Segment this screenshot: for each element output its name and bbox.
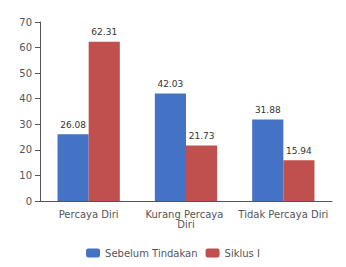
svg-text:10: 10 xyxy=(19,170,32,181)
svg-text:0: 0 xyxy=(26,196,32,207)
svg-text:70: 70 xyxy=(19,17,32,28)
svg-text:21.73: 21.73 xyxy=(189,131,215,141)
svg-text:50: 50 xyxy=(19,68,32,79)
svg-text:60: 60 xyxy=(19,42,32,53)
svg-text:20: 20 xyxy=(19,144,32,155)
svg-text:31.88: 31.88 xyxy=(255,105,281,115)
svg-text:42.03: 42.03 xyxy=(158,79,184,89)
svg-text:40: 40 xyxy=(19,93,32,104)
svg-text:Diri: Diri xyxy=(177,219,194,230)
svg-text:Percaya Diri: Percaya Diri xyxy=(59,209,119,220)
svg-text:Kurang Percaya: Kurang Percaya xyxy=(145,208,227,220)
svg-text:Tidak Percaya Diri: Tidak Percaya Diri xyxy=(237,209,328,220)
svg-text:26.08: 26.08 xyxy=(60,120,86,130)
svg-text:62.31: 62.31 xyxy=(91,27,117,37)
svg-text:Siklus I: Siklus I xyxy=(225,248,260,259)
svg-text:30: 30 xyxy=(19,119,32,130)
svg-text:Sebelum Tindakan: Sebelum Tindakan xyxy=(105,248,198,259)
svg-text:15.94: 15.94 xyxy=(286,146,312,156)
